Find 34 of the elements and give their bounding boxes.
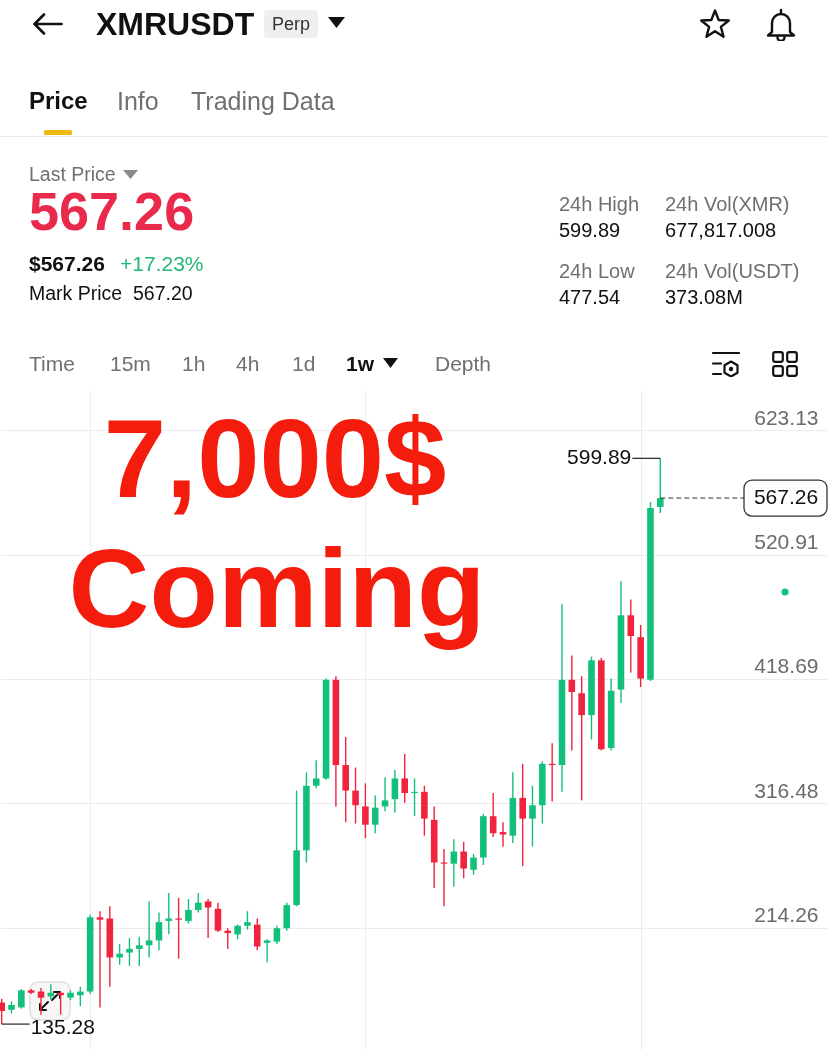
text: 1w <box>346 351 375 375</box>
y-tick-label: 520.91 <box>754 530 819 553</box>
text: Price <box>29 87 88 114</box>
text: 24h Low <box>559 260 635 282</box>
text: Depth <box>435 351 492 375</box>
text: 4h <box>236 351 260 375</box>
text: 677,817.008 <box>665 219 777 241</box>
text: 567.20 <box>133 282 193 305</box>
y-tick-label: 623.13 <box>754 405 819 429</box>
y-tick-label: 214.26 <box>754 903 819 927</box>
text: 477.54 <box>559 286 621 308</box>
text: 24h Vol(USDT) <box>665 260 800 282</box>
text: Trading Data <box>191 86 335 115</box>
text: Perp <box>264 10 319 38</box>
text: Info <box>117 86 159 115</box>
chart-title: XMRUSDT <box>96 6 255 42</box>
text: 1h <box>182 351 206 375</box>
y-tick-label: 418.69 <box>754 654 819 678</box>
text: 373.08M <box>665 286 743 308</box>
text: +17.23% <box>120 251 204 275</box>
text: 24h Vol(XMR) <box>665 193 790 215</box>
text: Time <box>29 351 75 375</box>
text: $567.26 <box>29 251 105 275</box>
text: 15m <box>110 351 151 375</box>
text: 24h High <box>559 193 640 215</box>
annotation: 135.28 <box>30 1015 95 1039</box>
ref-line-label: 567.26 <box>753 485 819 509</box>
y-tick-label: 316.48 <box>754 778 819 802</box>
text: Mark Price <box>29 282 123 305</box>
text: 1d <box>292 351 316 375</box>
text: 599.89 <box>559 219 621 241</box>
annotation: 7,000$ <box>103 396 447 521</box>
annotation: Coming <box>68 526 486 651</box>
annotation: 599.89 <box>567 445 632 469</box>
